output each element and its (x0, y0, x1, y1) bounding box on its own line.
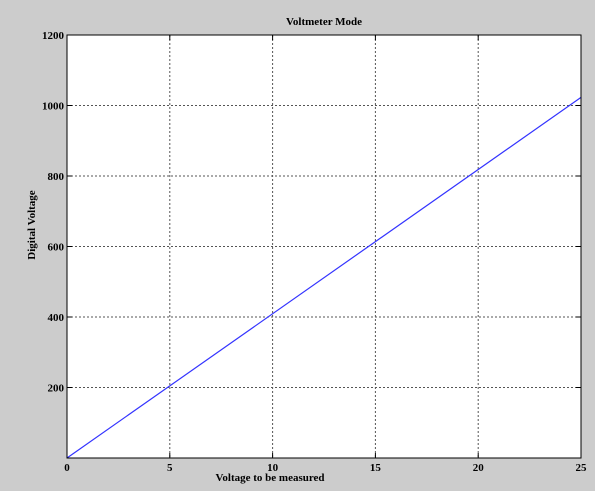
y-axis-label: Digital Voltage (26, 190, 38, 259)
series-group (66, 96, 582, 459)
x-axis-label: Voltage to be measured (215, 472, 324, 484)
x-tick-label: 10 (267, 462, 279, 474)
y-tick-label: 800 (48, 171, 65, 183)
grid-lines (67, 35, 581, 458)
y-tick-label: 1000 (42, 101, 65, 113)
series-line (66, 96, 582, 459)
y-tick-label: 1200 (42, 30, 65, 42)
y-tick-label: 200 (48, 383, 65, 395)
y-tick-label: 600 (48, 242, 65, 254)
x-tick-label: 20 (473, 462, 485, 474)
y-tick-label: 400 (48, 312, 65, 324)
chart-title: Voltmeter Mode (286, 16, 362, 28)
x-tick-label: 5 (167, 462, 173, 474)
x-tick-label: 25 (576, 462, 588, 474)
y-tick-labels: 200 400 600 800 1000 1200 (42, 30, 65, 395)
x-tick-label: 15 (370, 462, 382, 474)
tick-marks (66, 34, 582, 458)
x-tick-label: 0 (64, 462, 70, 474)
x-tick-labels: 0 5 10 15 20 25 (64, 462, 587, 474)
